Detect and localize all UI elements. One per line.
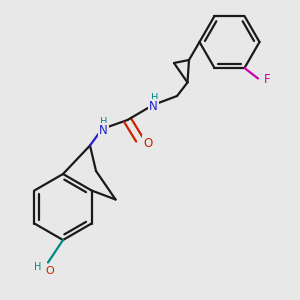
Text: N: N — [99, 124, 108, 137]
Text: F: F — [264, 74, 270, 86]
Text: H: H — [151, 93, 158, 103]
Text: O: O — [143, 136, 152, 150]
Text: O: O — [45, 266, 54, 276]
Text: H: H — [34, 262, 41, 272]
Text: N: N — [149, 100, 158, 113]
Text: H: H — [100, 117, 107, 128]
